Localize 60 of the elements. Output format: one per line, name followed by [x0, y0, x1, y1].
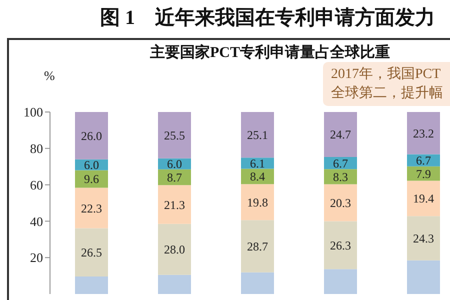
bar [75, 112, 108, 160]
data-label: 23.2 [413, 126, 434, 140]
data-label: 6.0 [167, 157, 182, 172]
bar [324, 169, 357, 184]
data-label: 6.1 [250, 156, 265, 170]
data-label: 24.3 [413, 231, 434, 246]
data-label: 9.6 [84, 172, 99, 186]
data-label: 19.4 [413, 192, 434, 206]
bar [407, 180, 440, 216]
bar [241, 112, 274, 158]
data-label: 28.0 [164, 242, 185, 257]
data-label: 8.4 [250, 170, 265, 184]
text: 2017年，我国PCT [331, 66, 442, 84]
bar [407, 260, 440, 294]
bar [407, 112, 440, 154]
data-label: 26.0 [81, 128, 102, 143]
bar [241, 220, 274, 272]
data-label: 22.3 [81, 201, 102, 216]
bar [158, 185, 191, 224]
bar [75, 276, 108, 294]
data-label: 28.7 [247, 239, 268, 254]
bar [158, 224, 191, 275]
data-label: 6.7 [416, 154, 431, 168]
bar [241, 272, 274, 294]
data-label: 7.9 [416, 166, 431, 181]
bar [241, 158, 274, 169]
y-tick-label: 40 [30, 214, 43, 229]
data-label: 19.8 [247, 195, 268, 210]
data-label: 8.3 [333, 170, 348, 184]
data-label: 25.1 [247, 128, 268, 142]
data-label: 21.3 [164, 198, 185, 212]
bar [75, 170, 108, 188]
data-label: 8.7 [167, 170, 182, 185]
bar [75, 228, 108, 277]
data-label: 26.3 [330, 238, 351, 252]
bar [407, 154, 440, 166]
chart-title: 图 1 近年来我国在专利申请方面发力 [100, 6, 435, 31]
bar [241, 184, 274, 220]
y-tick-label: 80 [30, 141, 43, 156]
y-tick-label: 20 [30, 250, 43, 266]
data-label: 6.7 [333, 156, 348, 170]
y-axis-title: % [44, 68, 55, 84]
bar [324, 269, 357, 294]
y-tick-label: 60 [30, 177, 43, 192]
data-label: 6.0 [84, 158, 99, 172]
bar [407, 216, 440, 260]
data-label: 25.5 [164, 128, 185, 142]
bar [75, 188, 108, 228]
text: 全球第二，提升幅 [331, 84, 444, 103]
bar [324, 221, 357, 270]
y-tick-label: 100 [24, 104, 43, 120]
data-label: 24.7 [330, 128, 351, 142]
bar [324, 112, 357, 157]
data-label: 20.3 [330, 196, 351, 210]
bar [407, 166, 440, 181]
chart-subtitle: 主要国家PCT专利申请量占全球比重 [149, 43, 391, 62]
data-label: 26.5 [81, 246, 102, 260]
bar [158, 274, 191, 294]
bar [324, 184, 357, 222]
bar [158, 112, 191, 158]
